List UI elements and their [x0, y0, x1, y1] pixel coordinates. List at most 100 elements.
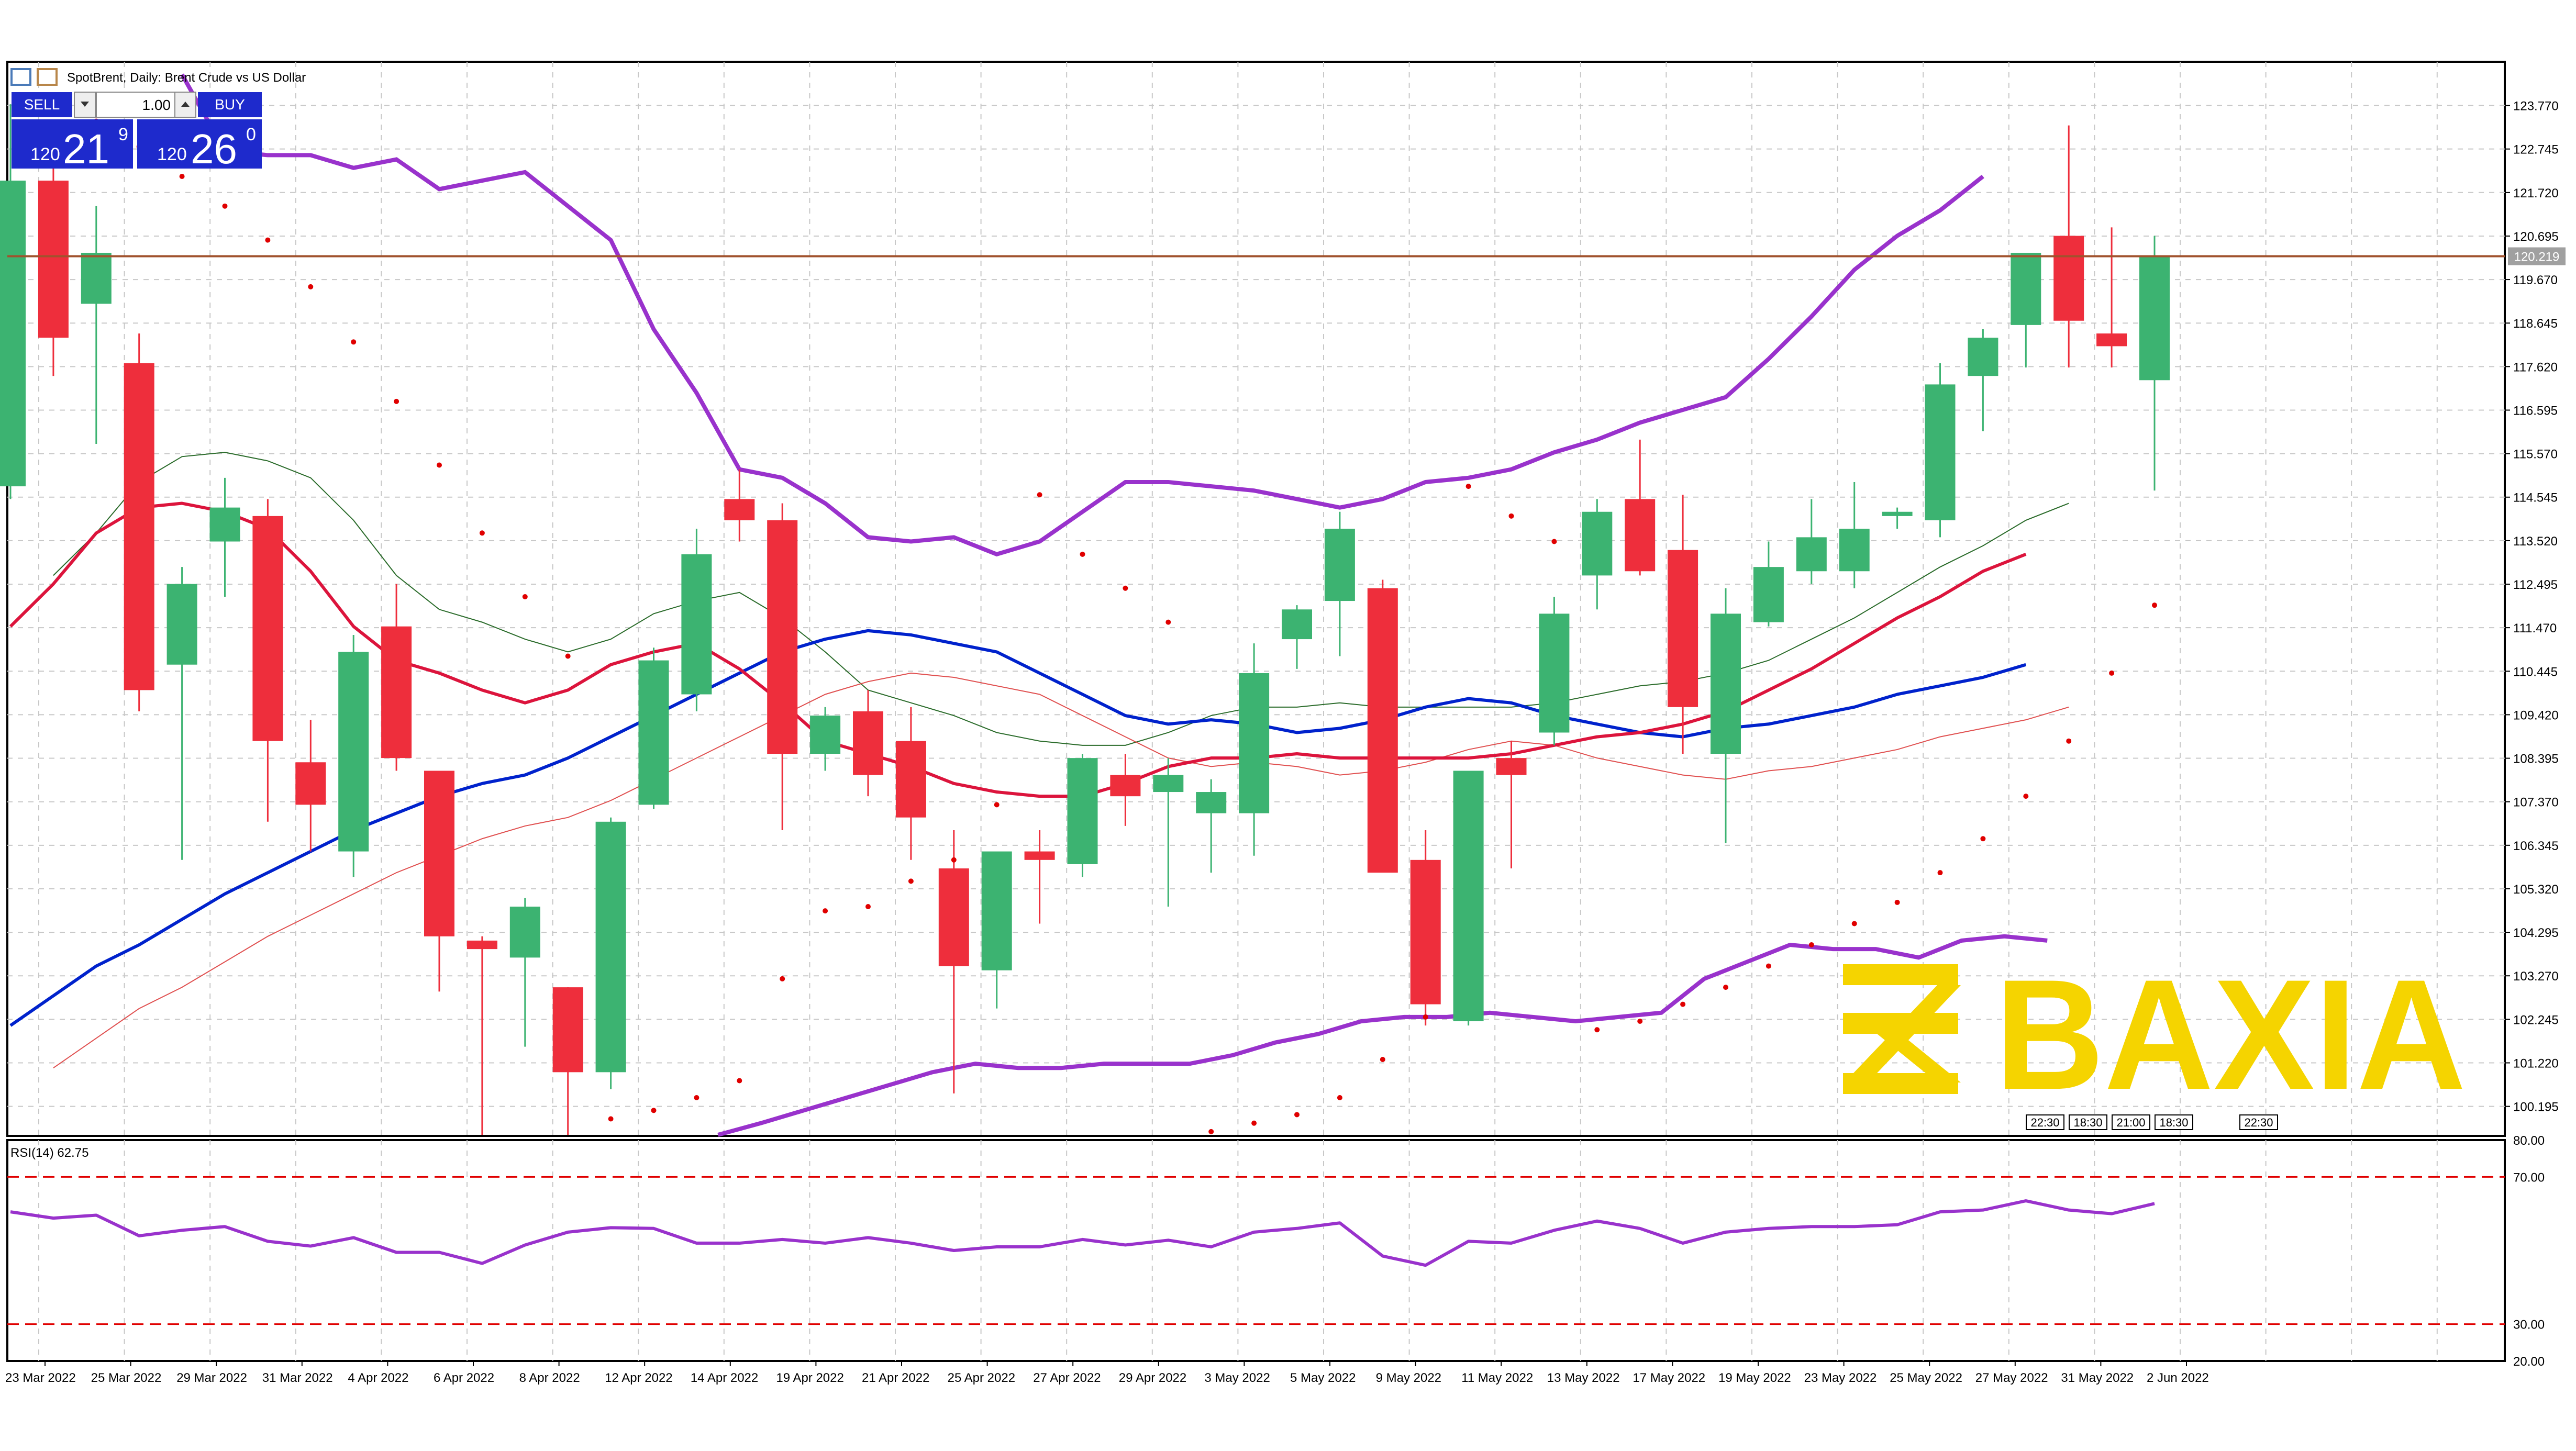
candle-body [1239, 673, 1270, 813]
candle-body [1067, 758, 1098, 864]
sell-price-box[interactable] [12, 119, 133, 169]
session-label: 22:30 [2244, 1116, 2273, 1129]
date-tick-label: 31 May 2022 [2061, 1371, 2134, 1385]
psar-dot [1208, 1129, 1214, 1134]
date-tick-label: 21 Apr 2022 [862, 1371, 929, 1385]
date-tick-label: 8 Apr 2022 [519, 1371, 580, 1385]
ichimoku-base-line [53, 672, 2069, 1069]
price-tick-label: 108.395 [2513, 752, 2559, 766]
candle-body [166, 584, 197, 665]
candle-body [1367, 588, 1398, 873]
price-tick-label: 123.770 [2513, 99, 2559, 114]
candle-body [38, 181, 69, 338]
one-click-trade-panel: SELL 1.00 BUY 120 21 9 120 26 0 [12, 92, 262, 172]
buy-price-box[interactable] [137, 119, 262, 169]
date-tick-label: 23 May 2022 [1804, 1371, 1877, 1385]
current-price-label: 120.219 [2514, 250, 2560, 264]
candle-body [681, 554, 712, 695]
psar-dot [1294, 1112, 1300, 1118]
date-tick-label: 4 Apr 2022 [348, 1371, 408, 1385]
price-tick-label: 113.520 [2513, 534, 2558, 549]
psar-dot [1080, 551, 1085, 557]
psar-dot [222, 203, 228, 209]
symbol-title: SpotBrent, Daily: Brent Crude vs US Doll… [67, 71, 306, 85]
session-labels: 22:30 18:30 21:00 18:30 22:30 [2026, 1114, 2278, 1130]
candle-body [2096, 333, 2127, 347]
date-tick-label: 23 Mar 2022 [5, 1371, 76, 1385]
candle-body [1153, 775, 1184, 793]
rsi-chart-frame[interactable] [6, 1139, 2506, 1362]
psar-dot [265, 237, 271, 243]
psar-dot [1423, 1014, 1428, 1020]
candle-body [1582, 511, 1613, 576]
psar-dot [1380, 1057, 1385, 1063]
date-tick-label: 17 May 2022 [1633, 1371, 1705, 1385]
baxia-logo: BAXIA [1843, 946, 2466, 1122]
date-tick-label: 2 Jun 2022 [2147, 1371, 2209, 1385]
rsi-tick-label: 70.00 [2513, 1170, 2545, 1185]
candle-body [1410, 860, 1441, 1004]
sell-button[interactable] [12, 92, 72, 117]
price-tick-label: 117.620 [2513, 360, 2558, 374]
candle-body [2011, 252, 2041, 325]
candle-body [1668, 550, 1698, 707]
date-tick-label: 29 Mar 2022 [176, 1371, 247, 1385]
candle-body [1324, 529, 1355, 601]
psar-dot [1937, 870, 1943, 876]
psar-dot [1508, 513, 1514, 519]
main-chart-frame[interactable] [6, 61, 2506, 1137]
price-tick-label: 109.420 [2513, 708, 2559, 722]
sell-price-big: 120 [30, 144, 60, 164]
psar-dot [437, 462, 442, 468]
psar-dot [1337, 1095, 1342, 1101]
envelope-lower-line [717, 934, 2048, 1137]
candle-body [1453, 771, 1484, 1022]
date-tick-label: 27 May 2022 [1975, 1371, 2048, 1385]
buy-button[interactable] [198, 92, 262, 117]
psar-dot [1037, 492, 1042, 498]
buy-label: BUY [215, 96, 245, 113]
candle-body [338, 652, 369, 852]
psar-dot [479, 530, 485, 536]
psar-dot [908, 878, 914, 884]
date-tick-label: 25 Apr 2022 [948, 1371, 1015, 1385]
date-tick-label: 9 May 2022 [1376, 1371, 1441, 1385]
rsi-tick-label: 80.00 [2513, 1134, 2545, 1148]
psar-dot [1123, 585, 1128, 591]
candle-body [2053, 236, 2084, 321]
candle-body [381, 626, 412, 758]
psar-dot [2152, 602, 2157, 608]
candle-body [938, 868, 969, 966]
psar-dot [737, 1078, 742, 1084]
candle-body [853, 711, 883, 775]
price-tick-label: 120.695 [2513, 230, 2559, 244]
date-tick-label: 31 Mar 2022 [262, 1371, 333, 1385]
price-axis[interactable]: 123.770 122.745 121.720 120.695 119.670 118.6… [2505, 99, 2559, 1114]
price-tick-label: 115.570 [2513, 448, 2558, 462]
rsi-tick-label: 30.00 [2513, 1318, 2545, 1332]
price-tick-label: 103.270 [2513, 969, 2559, 984]
candle-body [424, 771, 454, 936]
date-axis[interactable]: 23 Mar 2022 25 Mar 2022 29 Mar 2022 31 Mar … [5, 1361, 2209, 1385]
candle-body [1282, 609, 1312, 640]
candle-body [295, 762, 326, 805]
ma-fast-line [9, 501, 2027, 798]
candle-body [252, 516, 283, 741]
candlesticks [0, 104, 2170, 1135]
date-tick-label: 14 Apr 2022 [691, 1371, 758, 1385]
session-label: 18:30 [2073, 1116, 2102, 1129]
session-box [2026, 1114, 2064, 1130]
price-tick-label: 102.245 [2513, 1013, 2559, 1027]
session-label: 21:00 [2116, 1116, 2145, 1129]
date-tick-label: 5 May 2022 [1290, 1371, 1356, 1385]
indicator-icon[interactable] [37, 68, 58, 86]
psar-dot [1680, 1001, 1686, 1007]
candle-body [595, 821, 626, 1073]
psar-dot [951, 857, 957, 863]
psar-dot [994, 802, 1000, 808]
psar-dot [2066, 738, 2072, 744]
chevron-up-icon [181, 102, 190, 107]
rsi-axis: 80.00 70.00 30.00 20.00 [2513, 1134, 2545, 1369]
chart-type-icon[interactable] [10, 68, 31, 86]
session-box [2069, 1114, 2107, 1130]
